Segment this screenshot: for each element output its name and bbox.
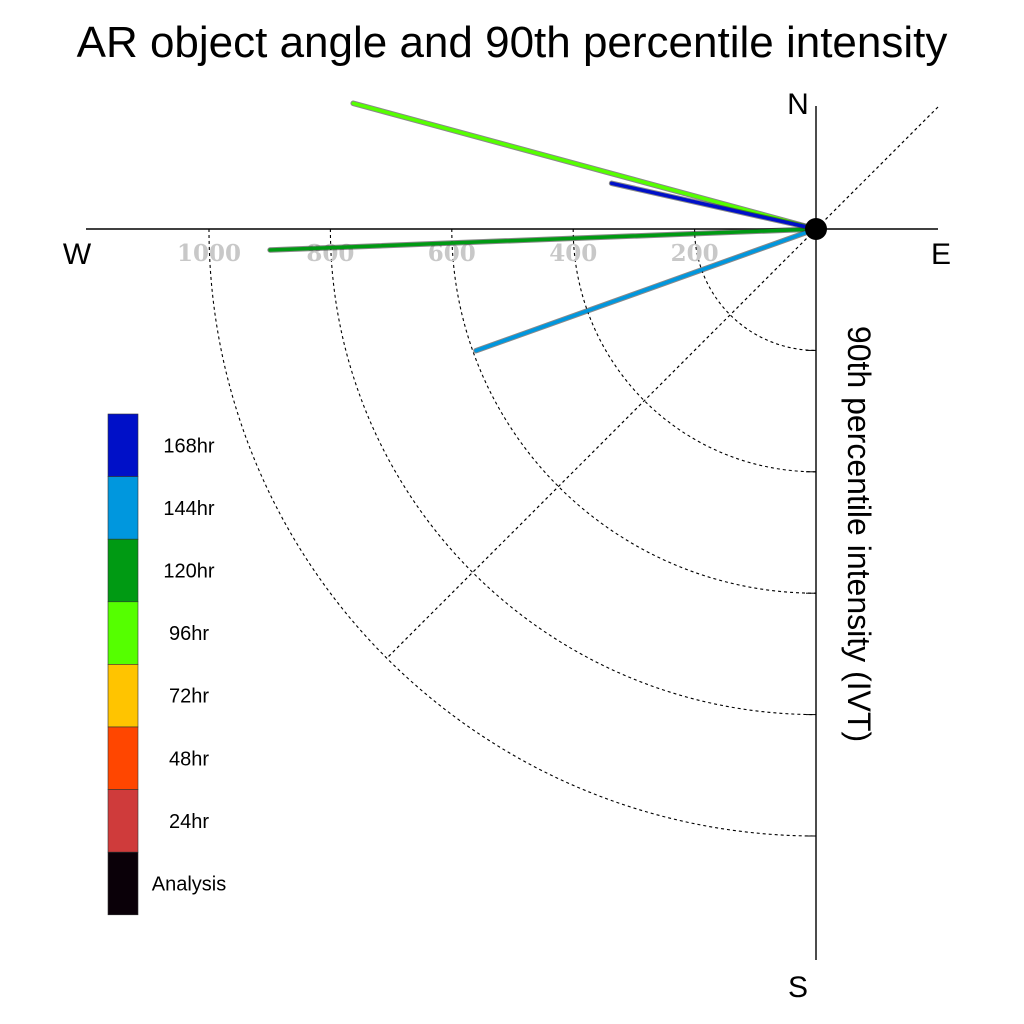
radial-grid-arc <box>451 228 817 594</box>
series-line-96hr <box>350 100 819 232</box>
y-axis-label: 90th percentile intensity (IVT) <box>841 326 877 742</box>
radial-tick-label: 400 <box>549 240 597 267</box>
legend-swatch <box>107 413 139 477</box>
legend-label: 72hr <box>169 686 209 708</box>
compass-east-label: E <box>931 238 951 271</box>
legend-label: 168hr <box>163 435 214 457</box>
legend-label: 24hr <box>169 811 209 833</box>
diagonal-guide-line <box>386 106 939 659</box>
radial-tick-label: 1000 <box>177 240 241 267</box>
radial-tick-label: 800 <box>306 240 354 267</box>
legend-swatch <box>107 789 139 853</box>
legend-label: 144hr <box>163 498 214 520</box>
legend-swatch <box>107 851 139 916</box>
radial-grid-arc <box>694 228 817 351</box>
legend-label: 120hr <box>163 561 214 583</box>
legend-swatch <box>107 601 139 665</box>
radial-grid-arc <box>329 228 817 716</box>
radial-grid-arc <box>572 228 817 473</box>
origin-marker <box>805 218 827 240</box>
legend-swatch <box>107 726 139 790</box>
legend: 168hr 144hr 120hr 96hr 72hr 48hr 24hr Analysis <box>107 413 226 916</box>
legend-label: Analysis <box>152 874 226 896</box>
series-line-144hr <box>473 226 819 354</box>
legend-swatch <box>107 664 139 728</box>
legend-swatch <box>107 476 139 540</box>
series-lines <box>267 100 819 354</box>
chart-title: AR object angle and 90th percentile inte… <box>77 18 948 67</box>
compass-south-label: S <box>788 971 808 1004</box>
legend-swatch <box>107 538 139 603</box>
radial-tick-label: 200 <box>671 240 719 267</box>
radial-grid-arc <box>208 228 817 837</box>
series-line-120hr <box>267 226 819 253</box>
series-line-168hr <box>608 180 819 232</box>
legend-label: 96hr <box>169 623 209 645</box>
compass-north-label: N <box>787 88 809 121</box>
compass-west-label: W <box>63 238 92 271</box>
legend-label: 48hr <box>169 748 209 770</box>
radial-grid <box>208 228 817 837</box>
